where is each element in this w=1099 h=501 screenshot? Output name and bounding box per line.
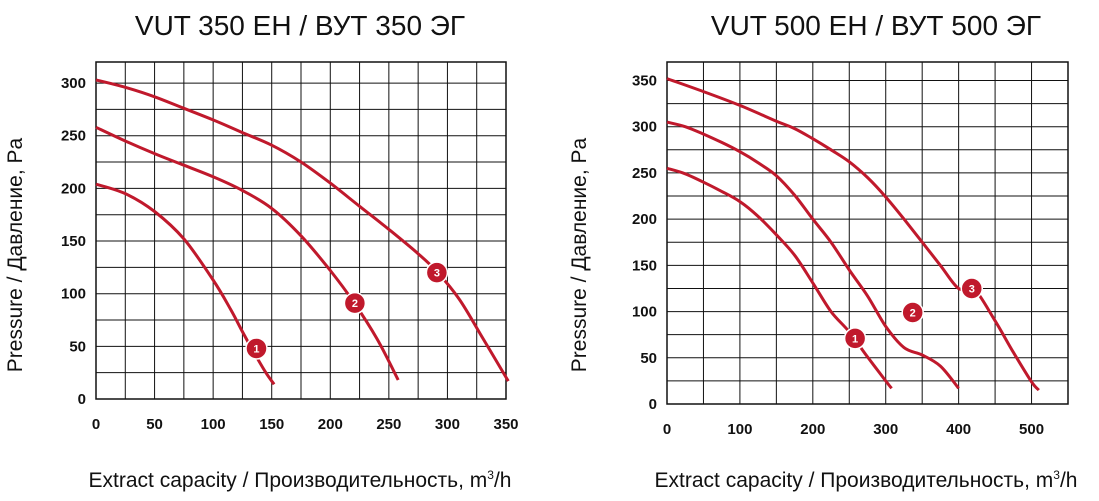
x-tick-label: 300: [873, 421, 898, 438]
y-axis-label: Pressure / Давление, Pa: [4, 137, 27, 372]
curve-marker-2: 2: [901, 301, 924, 324]
y-tick-label: 100: [61, 286, 86, 303]
x-axis-label: Extract capacity / Производительность, m…: [89, 468, 512, 492]
curve-marker-2: 2: [343, 291, 367, 315]
marker-label: 2: [352, 298, 358, 310]
y-tick-label: 50: [640, 350, 657, 367]
y-tick-label: 350: [632, 72, 657, 89]
y-tick-label: 0: [78, 391, 86, 408]
y-tick-label: 300: [632, 119, 657, 136]
plot-frame: [95, 61, 507, 400]
x-tick-label: 500: [1019, 421, 1044, 438]
curve-marker-3: 3: [960, 277, 984, 300]
x-tick-label: 50: [146, 416, 163, 433]
marker-label: 2: [910, 307, 916, 319]
x-tick-label: 0: [663, 421, 671, 438]
curve-marker-1: 1: [843, 327, 867, 350]
x-tick-label: 300: [435, 416, 460, 433]
curve-marker-1: 1: [245, 337, 268, 360]
series-curve-2: [666, 120, 960, 390]
x-tick-label: 350: [493, 416, 518, 433]
series-curve-1: [666, 166, 893, 390]
y-tick-label: 50: [69, 338, 86, 355]
plot-frame: [666, 61, 1069, 405]
x-tick-label: 400: [946, 421, 971, 438]
y-tick-label: 250: [61, 128, 86, 145]
marker-circle: [901, 301, 924, 324]
x-tick-label: 100: [727, 421, 752, 438]
chart-vut-500: VUT 500 EH / ВУТ 500 ЭГ Extract capacity…: [568, 10, 1077, 492]
grid: [666, 62, 1069, 405]
grid: [95, 62, 507, 400]
marker-circle: [960, 277, 984, 300]
series-curve-3: [666, 77, 1040, 392]
marker-label: 3: [434, 268, 440, 280]
chart-title: VUT 500 EH / ВУТ 500 ЭГ: [711, 10, 1041, 41]
y-axis-label: Pressure / Давление, Pa: [568, 137, 591, 372]
y-tick-label: 250: [632, 165, 657, 182]
chart-vut-350: VUT 350 EH / ВУТ 350 ЭГ Extract capacity…: [4, 10, 519, 492]
y-tick-label: 150: [61, 233, 86, 250]
marker-circle: [245, 337, 268, 360]
marker-label: 3: [969, 283, 975, 295]
y-tick-label: 200: [632, 211, 657, 228]
series-curve-3: [95, 78, 510, 382]
y-tick-label: 300: [61, 75, 86, 92]
x-axis-label: Extract capacity / Производительность, m…: [655, 468, 1078, 492]
y-tick-label: 150: [632, 257, 657, 274]
marker-circle: [343, 291, 367, 315]
x-tick-label: 200: [318, 416, 343, 433]
curve-marker-3: 3: [425, 261, 449, 284]
y-tick-label: 0: [649, 396, 657, 413]
series-curve-1: [95, 182, 276, 386]
y-tick-label: 100: [632, 304, 657, 321]
x-tick-label: 150: [259, 416, 284, 433]
marker-circle: [425, 261, 449, 284]
marker-circle: [843, 327, 867, 350]
x-tick-label: 250: [376, 416, 401, 433]
x-tick-label: 200: [800, 421, 825, 438]
marker-label: 1: [852, 333, 858, 345]
y-tick-label: 200: [61, 180, 86, 197]
x-tick-label: 100: [201, 416, 226, 433]
x-tick-label: 0: [92, 416, 100, 433]
chart-title: VUT 350 EH / ВУТ 350 ЭГ: [135, 10, 465, 41]
marker-label: 1: [253, 343, 259, 355]
